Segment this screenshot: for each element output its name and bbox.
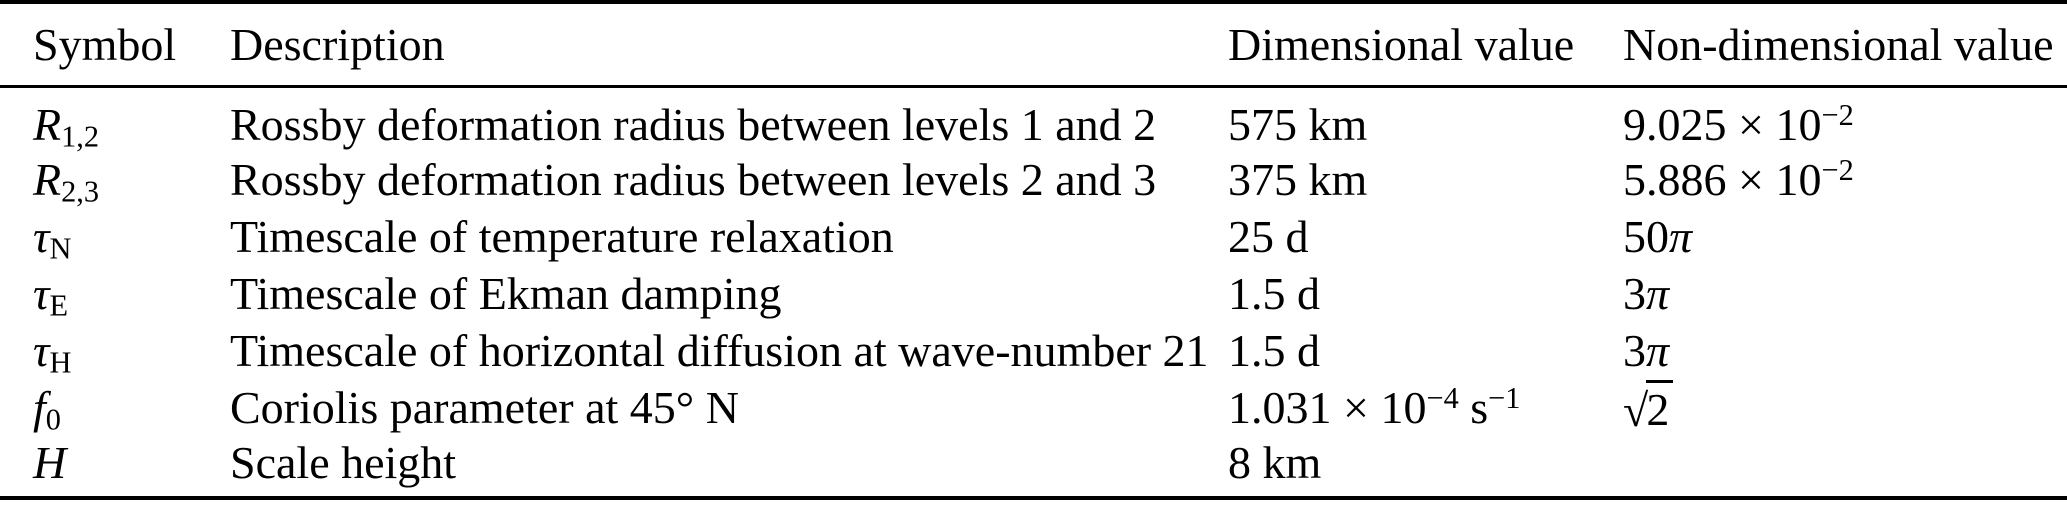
symbol-subscript: 1,2 bbox=[61, 119, 100, 154]
symbol-cell: τN bbox=[0, 208, 230, 265]
column-header-symbol: Symbol bbox=[0, 2, 230, 88]
symbol-subscript: 2,3 bbox=[61, 174, 100, 209]
nondimensional-value-cell bbox=[1623, 436, 2067, 498]
value-exponent: −4 bbox=[1426, 380, 1459, 415]
symbol-subscript: H bbox=[49, 345, 72, 380]
value-mantissa: 9.025 × 10 bbox=[1623, 99, 1822, 150]
symbol-subscript: E bbox=[49, 288, 69, 323]
dimensional-value-cell: 575 km bbox=[1228, 99, 1368, 150]
nondimensional-value-cell: 3π bbox=[1623, 265, 2067, 322]
table-row: τE Timescale of Ekman damping 1.5 d 3π bbox=[0, 265, 2067, 322]
symbol-base: τ bbox=[33, 325, 50, 376]
description-cell: Rossby deformation radius between levels… bbox=[230, 99, 1157, 150]
table-row: f0 Coriolis parameter at 45° N 1.031 × 1… bbox=[0, 379, 2067, 436]
dimensional-value-cell: 1.5 d bbox=[1228, 268, 1320, 319]
dimensional-value-cell: 1.031 × 10−4 s−1 bbox=[1228, 379, 1623, 436]
nondimensional-value-cell: 5.886 × 10−2 bbox=[1623, 151, 2067, 208]
symbol-base: τ bbox=[33, 268, 50, 319]
symbol-base: H bbox=[33, 437, 67, 488]
symbol-subscript: 0 bbox=[45, 402, 61, 437]
dimensional-value-cell: 25 d bbox=[1228, 211, 1309, 262]
symbol-cell: H bbox=[0, 436, 230, 498]
value-exponent: −2 bbox=[1821, 152, 1854, 187]
value-mantissa: 1.031 × 10 bbox=[1228, 382, 1427, 433]
table-row: R2,3 Rossby deformation radius between l… bbox=[0, 151, 2067, 208]
description-cell: Timescale of temperature relaxation bbox=[230, 211, 894, 262]
radical-sign: √ bbox=[1623, 384, 1649, 436]
value-number: 50 bbox=[1623, 211, 1669, 262]
symbol-base: R bbox=[33, 99, 62, 150]
description-cell: Timescale of Ekman damping bbox=[230, 268, 782, 319]
column-header-dimensional: Dimensional value bbox=[1228, 2, 1623, 88]
nondimensional-value-cell: 50π bbox=[1623, 208, 2067, 265]
symbol-base: R bbox=[33, 154, 62, 205]
description-cell: Timescale of horizontal diffusion at wav… bbox=[230, 325, 1209, 376]
column-header-nondimensional: Non-dimensional value bbox=[1623, 2, 2067, 88]
dimensional-value-cell: 375 km bbox=[1228, 154, 1368, 205]
dimensional-value-cell: 1.5 d bbox=[1228, 325, 1320, 376]
header-row: Symbol Description Dimensional value Non… bbox=[0, 2, 2067, 88]
value-unit: s bbox=[1458, 382, 1489, 433]
pi-symbol: π bbox=[1646, 325, 1670, 376]
symbol-cell: τH bbox=[0, 322, 230, 379]
description-cell: Coriolis parameter at 45° N bbox=[230, 382, 739, 433]
table-header: Symbol Description Dimensional value Non… bbox=[0, 2, 2067, 88]
symbol-base: τ bbox=[33, 211, 50, 262]
symbol-base: f bbox=[33, 382, 46, 433]
table-row: τN Timescale of temperature relaxation 2… bbox=[0, 208, 2067, 265]
pi-symbol: π bbox=[1646, 268, 1670, 319]
symbol-cell: R1,2 bbox=[0, 87, 230, 152]
value-number: 3 bbox=[1623, 325, 1646, 376]
nondimensional-value-cell: 9.025 × 10−2 bbox=[1623, 87, 2067, 152]
pi-symbol: π bbox=[1669, 211, 1693, 262]
description-cell: Scale height bbox=[230, 437, 457, 488]
symbol-subscript: N bbox=[49, 231, 72, 266]
table-row: τH Timescale of horizontal diffusion at … bbox=[0, 322, 2067, 379]
symbol-cell: τE bbox=[0, 265, 230, 322]
square-root-expression: √2 bbox=[1623, 379, 1674, 436]
column-header-description: Description bbox=[230, 2, 1228, 88]
nondimensional-value-cell: 3π bbox=[1623, 322, 2067, 379]
value-number: 3 bbox=[1623, 268, 1646, 319]
dimensional-value-cell: 8 km bbox=[1228, 437, 1322, 488]
symbol-cell: R2,3 bbox=[0, 151, 230, 208]
value-exponent: −2 bbox=[1821, 97, 1854, 132]
symbol-cell: f0 bbox=[0, 379, 230, 436]
value-mantissa: 5.886 × 10 bbox=[1623, 154, 1822, 205]
radicand: 2 bbox=[1645, 379, 1674, 436]
unit-exponent: −1 bbox=[1488, 380, 1521, 415]
table-row: R1,2 Rossby deformation radius between l… bbox=[0, 87, 2067, 152]
table-row: H Scale height 8 km bbox=[0, 436, 2067, 498]
table-body: R1,2 Rossby deformation radius between l… bbox=[0, 87, 2067, 499]
nondimensional-value-cell: √2 bbox=[1623, 379, 2067, 436]
description-cell: Rossby deformation radius between levels… bbox=[230, 154, 1157, 205]
